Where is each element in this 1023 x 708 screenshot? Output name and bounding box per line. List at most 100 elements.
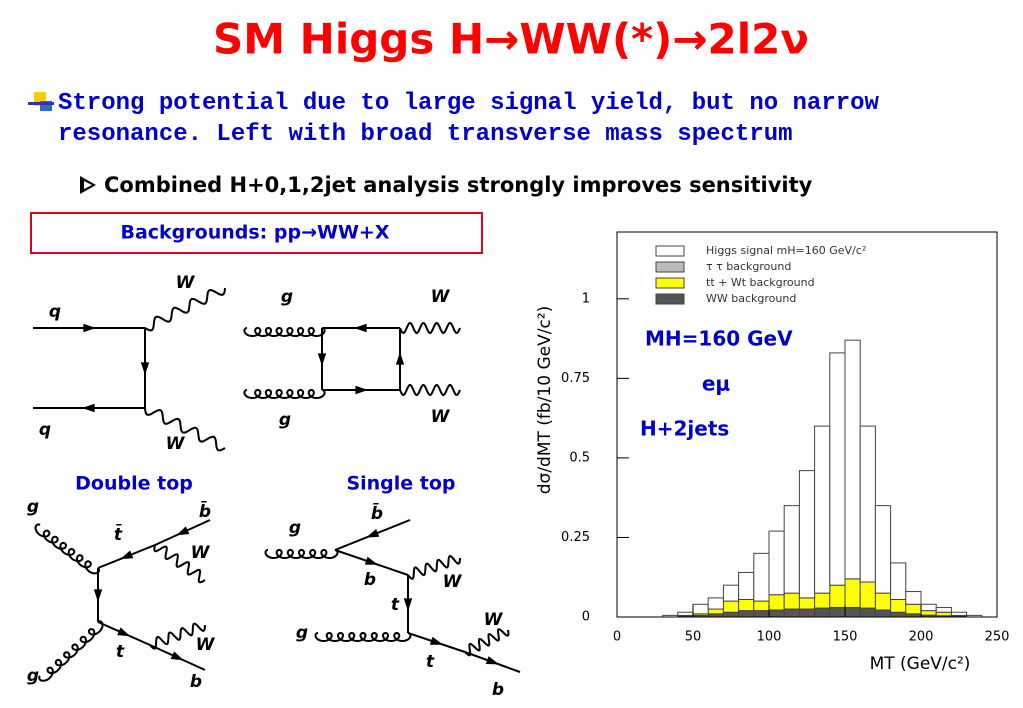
x-tick-label: 0: [613, 630, 621, 645]
histogram-bar: [722, 600, 740, 613]
particle-label: g: [296, 623, 308, 643]
arrow-head: [429, 636, 444, 645]
particle-label: t: [116, 642, 125, 662]
bullet-wrap: Strong potential due to large signal yie…: [58, 90, 879, 148]
background-box: [30, 212, 483, 254]
histogram-bar: [783, 592, 800, 610]
histogram-bar: [874, 609, 892, 618]
particle-label: g: [27, 666, 39, 686]
histogram-bar: [768, 609, 785, 618]
histogram-bar: [859, 581, 876, 609]
particle-label: t: [391, 595, 400, 615]
histogram-bar: [829, 352, 846, 586]
arrow-head: [366, 529, 380, 538]
gluon: [38, 620, 104, 682]
w-boson: [399, 321, 461, 335]
histogram-bar: [738, 571, 755, 600]
diagram-title: Single top: [346, 473, 455, 495]
arrow-head: [140, 362, 150, 375]
diagram-title: Double top: [75, 473, 193, 495]
sub-bullet-icon: [80, 176, 96, 194]
particle-label: W: [431, 287, 451, 307]
histogram-bar: [798, 608, 816, 618]
histogram-bar: [859, 425, 876, 583]
histogram-bar: [920, 603, 937, 612]
gluon: [243, 327, 326, 338]
legend-swatch: [655, 277, 685, 289]
particle-label: b: [190, 672, 202, 692]
y-tick-label: 0.5: [569, 450, 590, 465]
annotation: MH=160 GeV: [645, 327, 793, 351]
histogram-bar: [874, 505, 892, 594]
particle-label: t̄: [114, 523, 123, 545]
particle-label: W: [176, 273, 196, 293]
legend-label: τ τ background: [706, 260, 791, 273]
particle-label: q: [49, 302, 61, 322]
particle-label: W: [443, 572, 463, 592]
bullet-icon: [28, 92, 54, 111]
x-axis-label: MT (GeV/c²): [870, 654, 971, 674]
w-boson: [399, 383, 461, 397]
gluon: [34, 523, 101, 575]
particle-label: b: [364, 570, 376, 590]
x-tick-label: 100: [757, 630, 782, 645]
histogram-bar: [920, 610, 937, 616]
histogram-bar: [905, 603, 922, 615]
histogram-bar: [722, 584, 740, 602]
histogram-bar: [844, 578, 861, 608]
gluon: [243, 389, 326, 400]
arrow-head: [395, 352, 405, 365]
gluon: [264, 549, 339, 559]
legend-swatch: [655, 245, 685, 257]
arrow-head: [176, 526, 190, 536]
histogram-bar: [753, 600, 770, 612]
arrow-head: [170, 651, 184, 661]
histogram-bar: [844, 606, 861, 618]
particle-label: t: [426, 652, 435, 672]
histogram-bar: [753, 610, 770, 618]
particle-label: g: [281, 287, 293, 307]
y-tick-label: 0: [582, 610, 590, 625]
legend-label: tt + Wt background: [706, 276, 815, 289]
histogram-bar: [829, 584, 846, 608]
arrow-head: [485, 656, 500, 665]
particle-label: b̄: [371, 502, 383, 524]
histogram-bar: [783, 505, 800, 594]
histogram-bar: [768, 530, 785, 596]
x-tick-label: 200: [909, 630, 934, 645]
particle-label: W: [191, 543, 211, 563]
histogram-bar: [874, 592, 892, 611]
legend-label: Higgs signal mH=160 GeV/c²: [706, 244, 866, 257]
arrow-head: [82, 403, 95, 413]
particle-label: W: [166, 434, 186, 454]
histogram-bar: [890, 562, 907, 601]
w-boson: [144, 407, 226, 452]
particle-label: g: [27, 497, 39, 517]
histogram-bar: [722, 611, 740, 618]
legend-swatch: [655, 261, 685, 273]
histogram-bar: [890, 599, 907, 613]
w-boson: [144, 287, 226, 332]
histogram-bar: [677, 611, 694, 616]
legend-swatch: [655, 293, 685, 305]
particle-label: W: [484, 610, 504, 630]
particle-label: b̄: [199, 500, 211, 522]
histogram-bar: [707, 597, 724, 610]
arrow-head: [83, 323, 96, 333]
arrow-head: [317, 353, 327, 366]
arrow-head: [403, 598, 413, 611]
arrow-head: [364, 556, 379, 565]
arrow-head: [355, 385, 368, 395]
histogram-bar: [935, 611, 952, 617]
histogram-bar: [950, 611, 968, 616]
particle-label: b: [492, 680, 504, 700]
histogram-bar: [798, 597, 816, 610]
y-tick-label: 1: [582, 291, 590, 306]
histogram-bar: [738, 610, 755, 618]
histogram-bar: [905, 591, 922, 605]
histogram-bar: [844, 339, 861, 580]
bullet-text: Strong potential due to large signal yie…: [58, 90, 879, 148]
w-boson: [153, 544, 206, 584]
